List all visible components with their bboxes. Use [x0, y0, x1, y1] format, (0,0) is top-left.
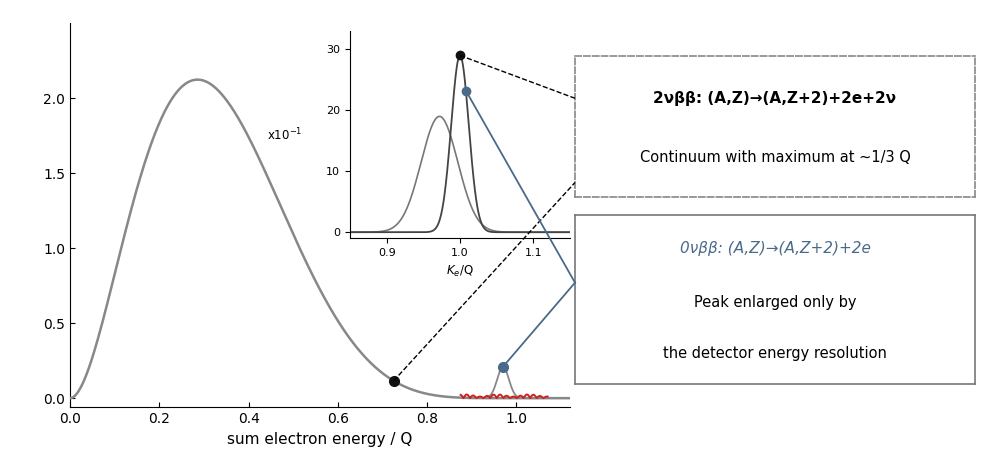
- Text: 2νββ: (A,Z)→(A,Z+2)+2e+2ν: 2νββ: (A,Z)→(A,Z+2)+2e+2ν: [653, 91, 897, 106]
- Text: the detector energy resolution: the detector energy resolution: [663, 346, 887, 361]
- Text: Peak enlarged only by: Peak enlarged only by: [694, 295, 856, 310]
- Text: 0νββ: (A,Z)→(A,Z+2)+2e: 0νββ: (A,Z)→(A,Z+2)+2e: [680, 241, 870, 256]
- Text: Continuum with maximum at ~1/3 Q: Continuum with maximum at ~1/3 Q: [640, 150, 910, 165]
- X-axis label: sum electron energy / Q: sum electron energy / Q: [227, 431, 413, 446]
